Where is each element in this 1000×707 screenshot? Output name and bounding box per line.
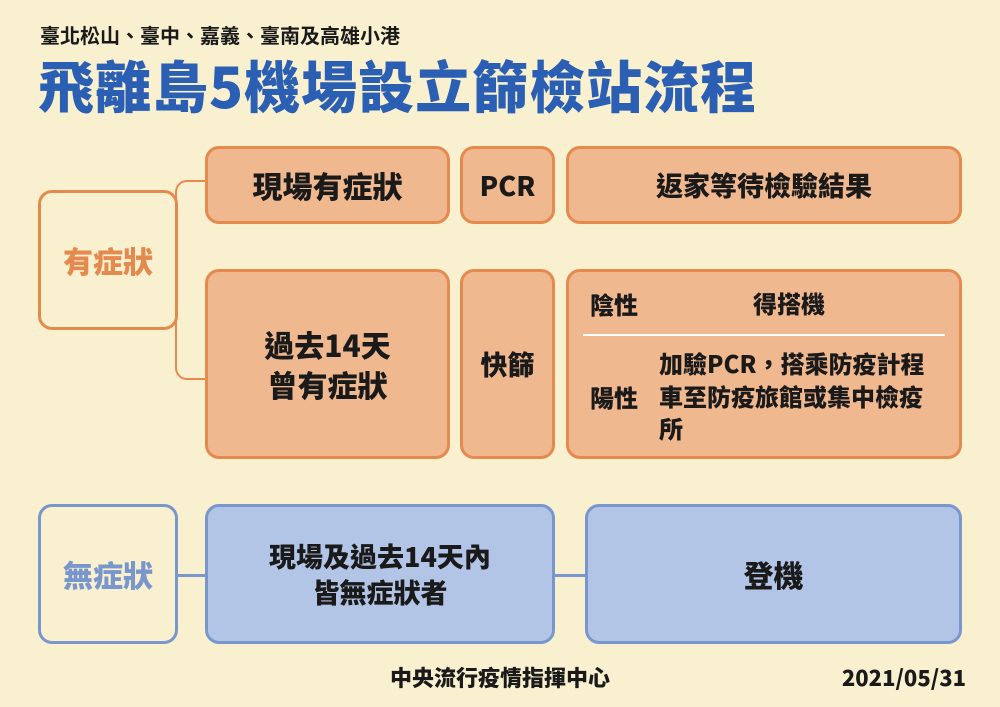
box-no-symptoms: 現場及過去14天內 皆無症狀者 xyxy=(205,504,555,644)
page-title: 飛離島5機場設立篩檢站流程 xyxy=(38,44,757,125)
root-asymptomatic: 無症狀 xyxy=(38,504,178,644)
outcome-negative: 得搭機 xyxy=(649,279,959,327)
box-pcr-outcome: 返家等待檢驗結果 xyxy=(566,146,962,224)
connector-asymptomatic xyxy=(178,574,205,577)
outcome-positive: 加驗PCR，搭乘防疫計程車至防疫旅館或集中檢疫所 xyxy=(649,339,959,452)
box-past14-symptoms: 過去14天 曾有症狀 xyxy=(205,269,450,459)
footer-date: 2021/05/31 xyxy=(842,661,966,693)
connector-symptomatic xyxy=(175,180,205,380)
connector-boarding xyxy=(555,574,585,577)
box-rapid-test: 快篩 xyxy=(460,269,555,459)
label-positive: 陽性 xyxy=(569,379,649,414)
box-boarding: 登機 xyxy=(585,504,962,644)
label-negative: 陰性 xyxy=(569,286,649,321)
box-rapid-results: 陰性 得搭機 陽性 加驗PCR，搭乘防疫計程車至防疫旅館或集中檢疫所 xyxy=(566,269,962,459)
root-symptomatic: 有症狀 xyxy=(38,190,178,330)
box-onsite-symptoms: 現場有症狀 xyxy=(205,146,450,224)
box-pcr: PCR xyxy=(460,146,555,224)
